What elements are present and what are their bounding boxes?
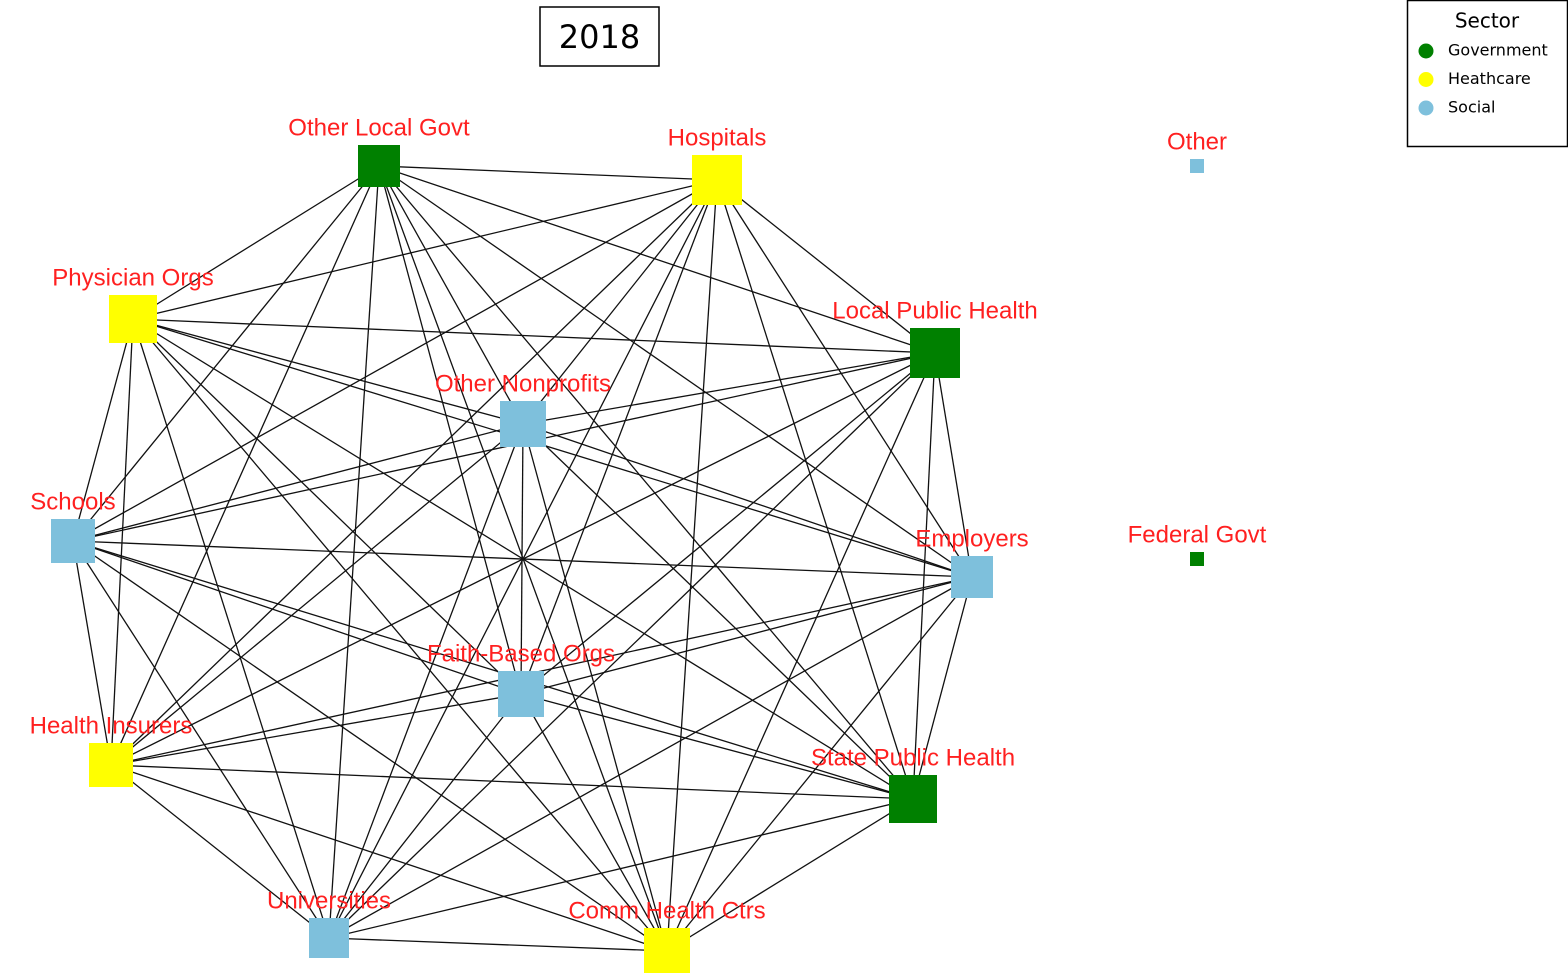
edge xyxy=(520,352,936,695)
edge xyxy=(716,179,936,354)
edge xyxy=(520,179,718,695)
edge xyxy=(378,165,936,354)
edge xyxy=(132,179,718,320)
edge xyxy=(72,540,330,939)
node xyxy=(358,145,400,187)
edge xyxy=(912,576,973,800)
edge xyxy=(666,352,936,952)
edge xyxy=(378,165,914,800)
edge xyxy=(934,352,973,578)
edge xyxy=(132,165,380,320)
node-label: Universities xyxy=(267,887,391,914)
edge xyxy=(72,423,524,542)
legend-label: Heathcare xyxy=(1448,69,1531,88)
edge xyxy=(522,423,973,578)
edge xyxy=(520,693,668,952)
edge xyxy=(72,318,134,542)
edge xyxy=(132,318,522,695)
legend-items: Government Heathcare Social xyxy=(1418,41,1548,117)
node xyxy=(89,743,133,787)
edge xyxy=(328,576,973,939)
node xyxy=(309,918,349,958)
legend-label: Social xyxy=(1448,98,1495,117)
node-label: Local Public Health xyxy=(832,297,1037,324)
edge xyxy=(110,179,718,766)
title: 2018 xyxy=(559,18,640,56)
node xyxy=(889,775,937,823)
node-label: State Public Health xyxy=(811,744,1015,771)
node xyxy=(644,928,690,973)
edge xyxy=(110,764,668,952)
edge xyxy=(520,576,973,695)
edge xyxy=(328,937,668,952)
legend-title: Sector xyxy=(1455,9,1520,33)
node xyxy=(51,519,95,563)
node xyxy=(1190,552,1204,566)
edge xyxy=(522,352,936,425)
legend-swatch xyxy=(1418,43,1434,59)
node xyxy=(1190,159,1204,173)
edge xyxy=(378,165,718,181)
edge xyxy=(378,165,524,425)
edge xyxy=(520,693,914,800)
node xyxy=(692,155,742,205)
edge xyxy=(328,693,522,939)
edge xyxy=(110,764,330,939)
node-label: Health Insurers xyxy=(30,712,193,739)
node-label: Other Nonprofits xyxy=(435,370,611,397)
title-box xyxy=(539,6,660,67)
edge xyxy=(666,798,914,952)
legend-swatch xyxy=(1418,100,1434,116)
edge xyxy=(716,179,973,578)
edge xyxy=(132,318,973,578)
edge xyxy=(666,576,973,952)
edge xyxy=(72,540,522,695)
edge xyxy=(132,318,668,952)
node-label: Employers xyxy=(915,525,1028,552)
nodes: Other Local Govt Hospitals Physician Orgs L… xyxy=(30,114,1267,973)
edge xyxy=(72,179,718,542)
node xyxy=(910,328,960,378)
edge xyxy=(328,352,936,939)
node-label: Faith-Based Orgs xyxy=(427,640,615,667)
node xyxy=(109,295,157,343)
node xyxy=(951,556,993,598)
edge xyxy=(716,179,914,800)
legend-box xyxy=(1406,0,1568,148)
edge xyxy=(72,165,380,542)
edge xyxy=(328,798,914,939)
node-label: Comm Health Ctrs xyxy=(568,897,765,924)
edge xyxy=(72,540,668,952)
edge xyxy=(110,423,524,766)
legend-swatch xyxy=(1418,72,1434,87)
node xyxy=(498,671,544,717)
edge xyxy=(110,764,914,800)
node-label: Physician Orgs xyxy=(52,264,213,291)
node-label: Other Local Govt xyxy=(288,114,470,141)
edge xyxy=(132,318,330,939)
edge xyxy=(132,318,524,425)
edge xyxy=(378,165,973,578)
edge xyxy=(378,165,522,695)
node-label: Federal Govt xyxy=(1128,521,1267,548)
edge xyxy=(522,423,914,800)
edge xyxy=(110,693,522,766)
node-label: Other xyxy=(1167,128,1227,155)
node-label: Schools xyxy=(30,488,115,515)
edge xyxy=(72,540,973,578)
legend-label: Government xyxy=(1448,41,1548,60)
edge xyxy=(110,318,134,766)
edge xyxy=(110,165,380,766)
edge xyxy=(912,352,936,800)
edge xyxy=(132,318,936,354)
edge xyxy=(72,540,914,800)
node xyxy=(500,401,546,447)
edge xyxy=(522,179,718,425)
edges xyxy=(72,165,973,952)
edge xyxy=(72,540,112,766)
edge xyxy=(328,423,524,939)
node-label: Hospitals xyxy=(668,124,767,151)
